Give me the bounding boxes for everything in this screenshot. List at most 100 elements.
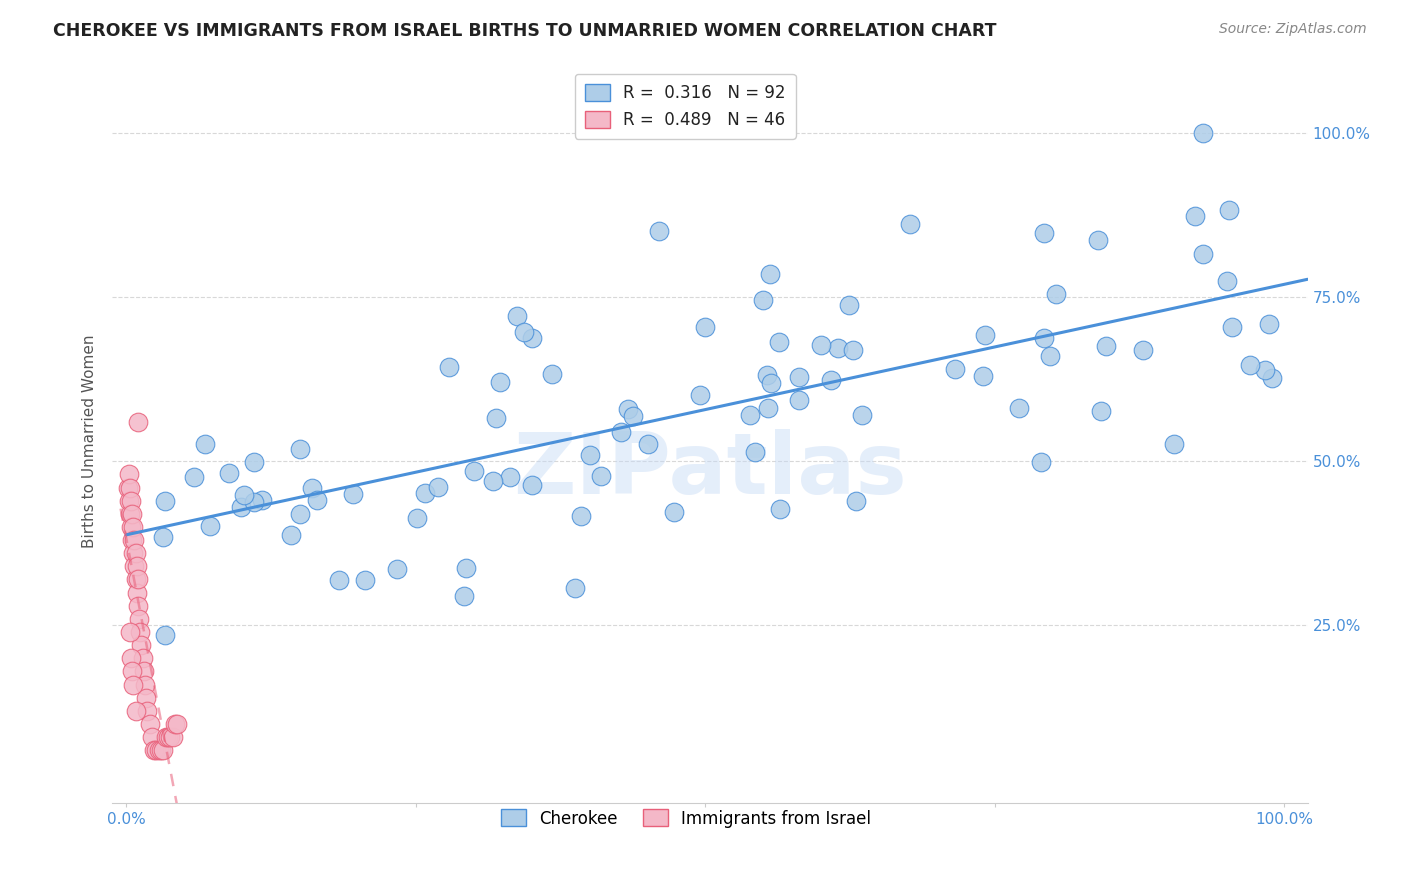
Point [482, 475, 505, 489]
Point [166, 717, 188, 731]
Point [520, 331, 543, 345]
Point [135, 690, 157, 705]
Point [118, 507, 141, 521]
Point [120, 651, 142, 665]
Point [232, 488, 254, 502]
Point [454, 561, 477, 575]
Point [1184, 209, 1206, 223]
Point [218, 467, 240, 481]
Point [820, 373, 842, 387]
Point [155, 493, 177, 508]
Point [1192, 126, 1215, 140]
Point [664, 505, 686, 519]
Point [124, 573, 146, 587]
Point [1045, 287, 1067, 301]
Point [621, 409, 644, 424]
Point [738, 408, 761, 422]
Point [152, 743, 174, 757]
Text: ZIPatlas: ZIPatlas [513, 429, 907, 512]
Text: Source: ZipAtlas.com: Source: ZipAtlas.com [1219, 22, 1367, 37]
Point [851, 409, 873, 423]
Point [1031, 455, 1053, 469]
Point [787, 392, 810, 407]
Point [145, 743, 167, 757]
Point [898, 217, 921, 231]
Point [183, 470, 205, 484]
Point [128, 612, 150, 626]
Point [569, 508, 592, 523]
Point [1039, 349, 1062, 363]
Point [1261, 371, 1284, 385]
Point [148, 743, 170, 757]
Point [689, 388, 711, 402]
Point [1215, 274, 1237, 288]
Point [1192, 247, 1215, 261]
Point [1033, 226, 1056, 240]
Point [243, 494, 266, 508]
Point [242, 455, 264, 469]
Point [1218, 202, 1240, 217]
Point [250, 492, 273, 507]
Point [845, 493, 868, 508]
Point [141, 730, 163, 744]
Point [413, 486, 436, 500]
Point [756, 368, 779, 382]
Point [127, 415, 149, 429]
Point [125, 585, 148, 599]
Point [453, 589, 475, 603]
Point [307, 493, 329, 508]
Point [578, 448, 600, 462]
Point [648, 224, 671, 238]
Point [1163, 437, 1185, 451]
Point [118, 493, 141, 508]
Point [406, 511, 429, 525]
Point [437, 359, 460, 374]
Point [131, 638, 153, 652]
Point [1090, 404, 1112, 418]
Point [827, 342, 849, 356]
Point [290, 507, 312, 521]
Point [159, 730, 181, 744]
Point [131, 651, 153, 665]
Text: CHEROKEE VS IMMIGRANTS FROM ISRAEL BIRTHS TO UNMARRIED WOMEN CORRELATION CHART: CHEROKEE VS IMMIGRANTS FROM ISRAEL BIRTH… [53, 22, 997, 40]
Point [610, 425, 633, 439]
Point [122, 677, 145, 691]
Point [385, 561, 408, 575]
Point [768, 335, 790, 350]
Point [1087, 233, 1109, 247]
Point [134, 677, 156, 691]
Point [120, 493, 142, 508]
Point [758, 267, 780, 281]
Point [152, 530, 174, 544]
Point [301, 481, 323, 495]
Point [354, 573, 377, 587]
Point [506, 309, 529, 323]
Point [945, 362, 967, 376]
Point [1033, 330, 1056, 344]
Point [124, 704, 146, 718]
Point [1254, 363, 1277, 377]
Point [752, 293, 775, 307]
Point [157, 730, 180, 744]
Point [426, 480, 449, 494]
Point [842, 343, 865, 357]
Point [127, 573, 149, 587]
Point [810, 338, 832, 352]
Point [288, 442, 311, 457]
Point [127, 599, 149, 613]
Point [125, 559, 148, 574]
Point [589, 469, 612, 483]
Point [280, 528, 302, 542]
Point [540, 367, 562, 381]
Point [194, 437, 217, 451]
Point [118, 625, 141, 640]
Point [150, 743, 173, 757]
Point [756, 401, 779, 416]
Point [616, 402, 638, 417]
Point [153, 627, 176, 641]
Point [163, 717, 186, 731]
Point [118, 481, 141, 495]
Y-axis label: Births to Unmarried Women: Births to Unmarried Women [82, 334, 97, 549]
Point [124, 533, 146, 547]
Point [117, 481, 139, 495]
